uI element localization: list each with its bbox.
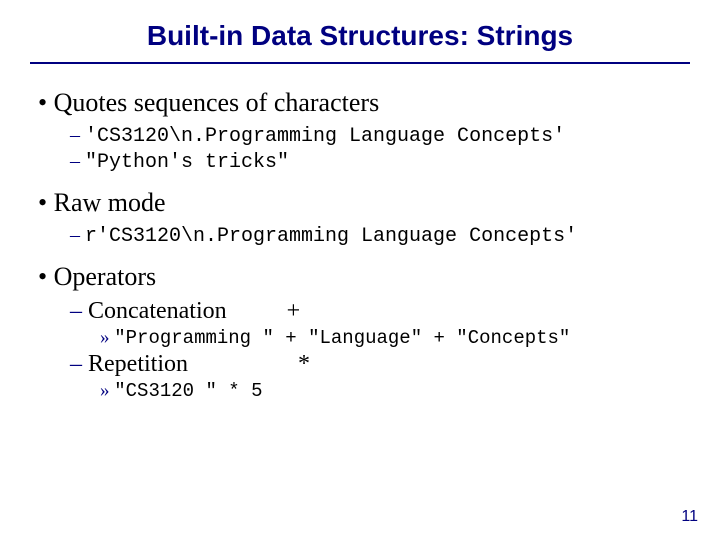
section-raw-heading: Raw mode [38, 188, 690, 218]
title-underline [30, 62, 690, 64]
section-quotes-heading: Quotes sequences of characters [38, 88, 690, 118]
rep-label: Repetition [88, 351, 188, 377]
concat-label: Concatenation [88, 298, 227, 324]
quotes-ex2-text: "Python's tricks" [85, 151, 289, 174]
rep-symbol: * [298, 351, 310, 378]
rep-row: – Repetition* [70, 351, 690, 378]
rep-example: » "CS3120 " * 5 [100, 380, 690, 402]
concat-symbol: + [287, 298, 301, 325]
section-operators-heading: Operators [38, 262, 690, 292]
concat-example: » "Programming " + "Language" + "Concept… [100, 327, 690, 349]
quotes-ex1-text: 'CS3120\n.Programming Language Concepts' [85, 125, 565, 148]
concat-row: – Concatenation+ [70, 298, 690, 325]
page-number: 11 [681, 508, 698, 526]
slide-title: Built-in Data Structures: Strings [30, 20, 690, 52]
raw-ex1-text: r'CS3120\n.Programming Language Concepts… [85, 225, 577, 248]
raw-example-1: – r'CS3120\n.Programming Language Concep… [70, 224, 690, 248]
quotes-example-1: – 'CS3120\n.Programming Language Concept… [70, 124, 690, 148]
rep-example-text: "CS3120 " * 5 [114, 380, 262, 402]
concat-example-text: "Programming " + "Language" + "Concepts" [114, 327, 570, 349]
quotes-example-2: – "Python's tricks" [70, 150, 690, 174]
